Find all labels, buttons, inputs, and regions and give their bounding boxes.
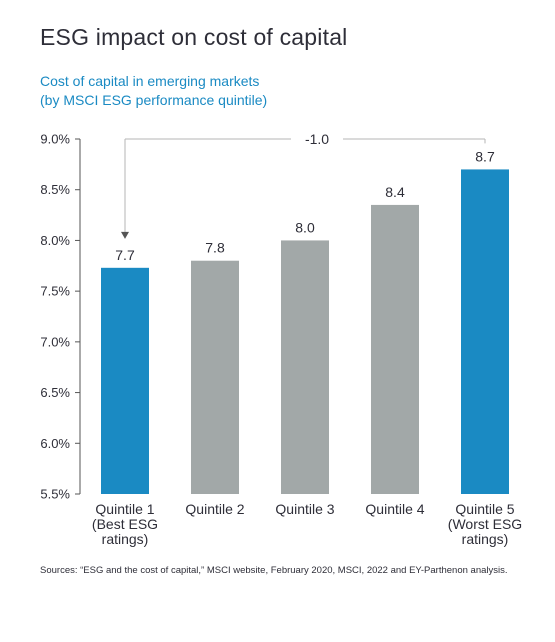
source-note: Sources: “ESG and the cost of capital,” … [40, 565, 508, 576]
category-label: Quintile 4 [365, 501, 424, 517]
bar [371, 204, 419, 494]
y-tick-label: 9.0% [40, 132, 70, 147]
y-tick-label: 5.5% [40, 487, 70, 502]
category-label: (Worst ESG [448, 516, 522, 532]
y-tick-label: 7.0% [40, 334, 70, 349]
annotation-arrow-icon [121, 231, 129, 239]
category-label: ratings) [462, 531, 509, 547]
category-label: ratings) [102, 531, 149, 547]
y-tick-label: 8.0% [40, 233, 70, 248]
chart-subtitle-line: Cost of capital in emerging markets [40, 73, 260, 89]
data-label: 8.7 [475, 148, 495, 164]
y-tick-label: 6.5% [40, 385, 70, 400]
chart-subtitle-line: (by MSCI ESG performance quintile) [40, 92, 268, 108]
y-tick-label: 7.5% [40, 284, 70, 299]
annotation-label: -1.0 [305, 131, 329, 147]
data-label: 8.4 [385, 184, 405, 200]
category-label: Quintile 5 [455, 501, 514, 517]
bar [191, 260, 239, 494]
bar [101, 267, 149, 494]
y-tick-label: 8.5% [40, 182, 70, 197]
bar-chart: 9.0% 8.5% 8.0% 7.5% 7.0% 6.5% 6.0% 5.5% 7.7 Quint… [40, 131, 522, 547]
category-label: Quintile 2 [185, 501, 244, 517]
category-label: Quintile 1 [95, 501, 154, 517]
category-label: (Best ESG [92, 516, 158, 532]
bar [461, 169, 509, 494]
bar [281, 240, 329, 494]
data-label: 7.8 [205, 240, 225, 256]
chart-subtitle: Cost of capital in emerging markets (by … [40, 72, 440, 110]
chart-title: ESG impact on cost of capital [40, 24, 348, 50]
y-tick-label: 6.0% [40, 436, 70, 451]
data-label: 8.0 [295, 219, 315, 235]
data-label: 7.7 [115, 247, 135, 263]
category-label: Quintile 3 [275, 501, 334, 517]
